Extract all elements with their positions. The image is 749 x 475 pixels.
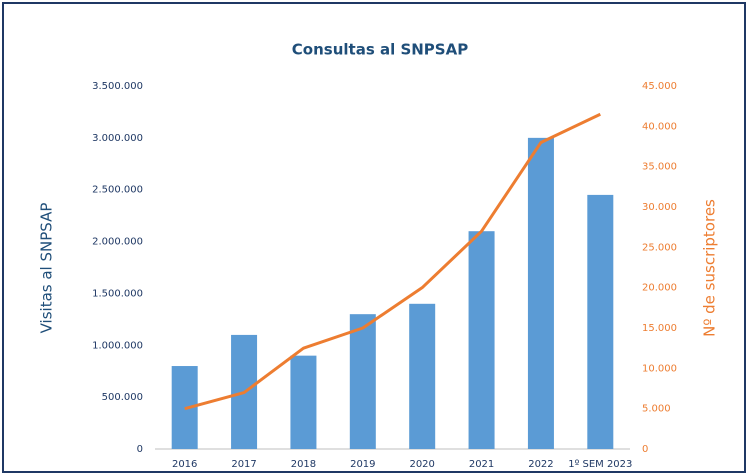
y2-tick-label: 30.000 — [642, 202, 677, 213]
x-tick-label: 2018 — [291, 459, 316, 470]
y2-tick-label: 20.000 — [642, 283, 677, 294]
y2-tick-label: 45.000 — [642, 81, 677, 92]
y2-axis-label: Nº de suscriptores — [701, 199, 719, 337]
bar — [409, 303, 436, 449]
line — [184, 112, 601, 411]
bar — [587, 194, 614, 449]
y2-tick-label: 0 — [642, 444, 648, 455]
y-tick-label: 1.500.000 — [92, 288, 143, 299]
bar — [468, 231, 495, 449]
bar — [349, 314, 376, 449]
bar — [527, 137, 554, 449]
y2-tick-label: 35.000 — [642, 162, 677, 173]
y-tick-label: 500.000 — [102, 392, 143, 403]
x-tick-label: 2019 — [350, 459, 375, 470]
y-tick-label: 0 — [137, 444, 143, 455]
y-tick-label: 3.000.000 — [92, 133, 143, 144]
y2-tick-label: 25.000 — [642, 242, 677, 253]
y-tick-label: 2.500.000 — [92, 185, 143, 196]
y-tick-label: 2.000.000 — [92, 237, 143, 248]
y-axis-label: Visitas al SNPSAP — [38, 203, 56, 334]
x-tick-label: 2017 — [231, 459, 256, 470]
x-tick-label: 2016 — [172, 459, 197, 470]
x-tick-label: 2020 — [409, 459, 434, 470]
x-tick-label: 1º SEM 2023 — [568, 459, 632, 470]
y2-tick-label: 15.000 — [642, 323, 677, 334]
y-tick-label: 1.000.000 — [92, 340, 143, 351]
chart-title: Consultas al SNPSAP — [292, 41, 468, 59]
bar — [290, 355, 317, 449]
y2-tick-label: 10.000 — [642, 363, 677, 374]
x-tick-label: 2022 — [528, 459, 553, 470]
y-tick-label: 3.500.000 — [92, 81, 143, 92]
x-tick-label: 2021 — [469, 459, 494, 470]
y2-tick-label: 5.000 — [642, 404, 671, 415]
y2-tick-label: 40.000 — [642, 121, 677, 132]
